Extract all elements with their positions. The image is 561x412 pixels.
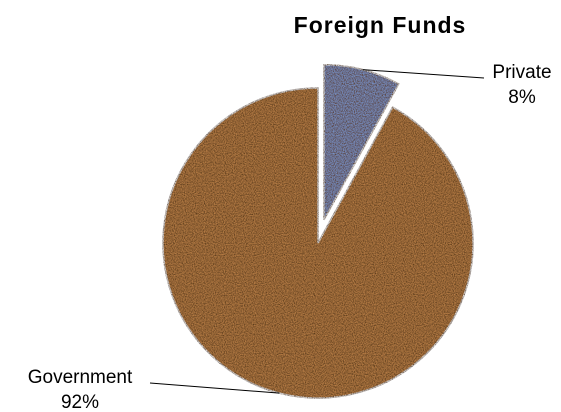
- slice-label: Private: [492, 62, 551, 83]
- chart-title: Foreign Funds: [294, 12, 467, 38]
- pie-slice: [162, 87, 474, 399]
- slice-value-label: 92%: [61, 392, 99, 412]
- slice-label: Government: [28, 367, 133, 388]
- leader-line: [362, 69, 485, 79]
- leader-line: [149, 382, 280, 394]
- slice-value-label: 8%: [508, 87, 536, 108]
